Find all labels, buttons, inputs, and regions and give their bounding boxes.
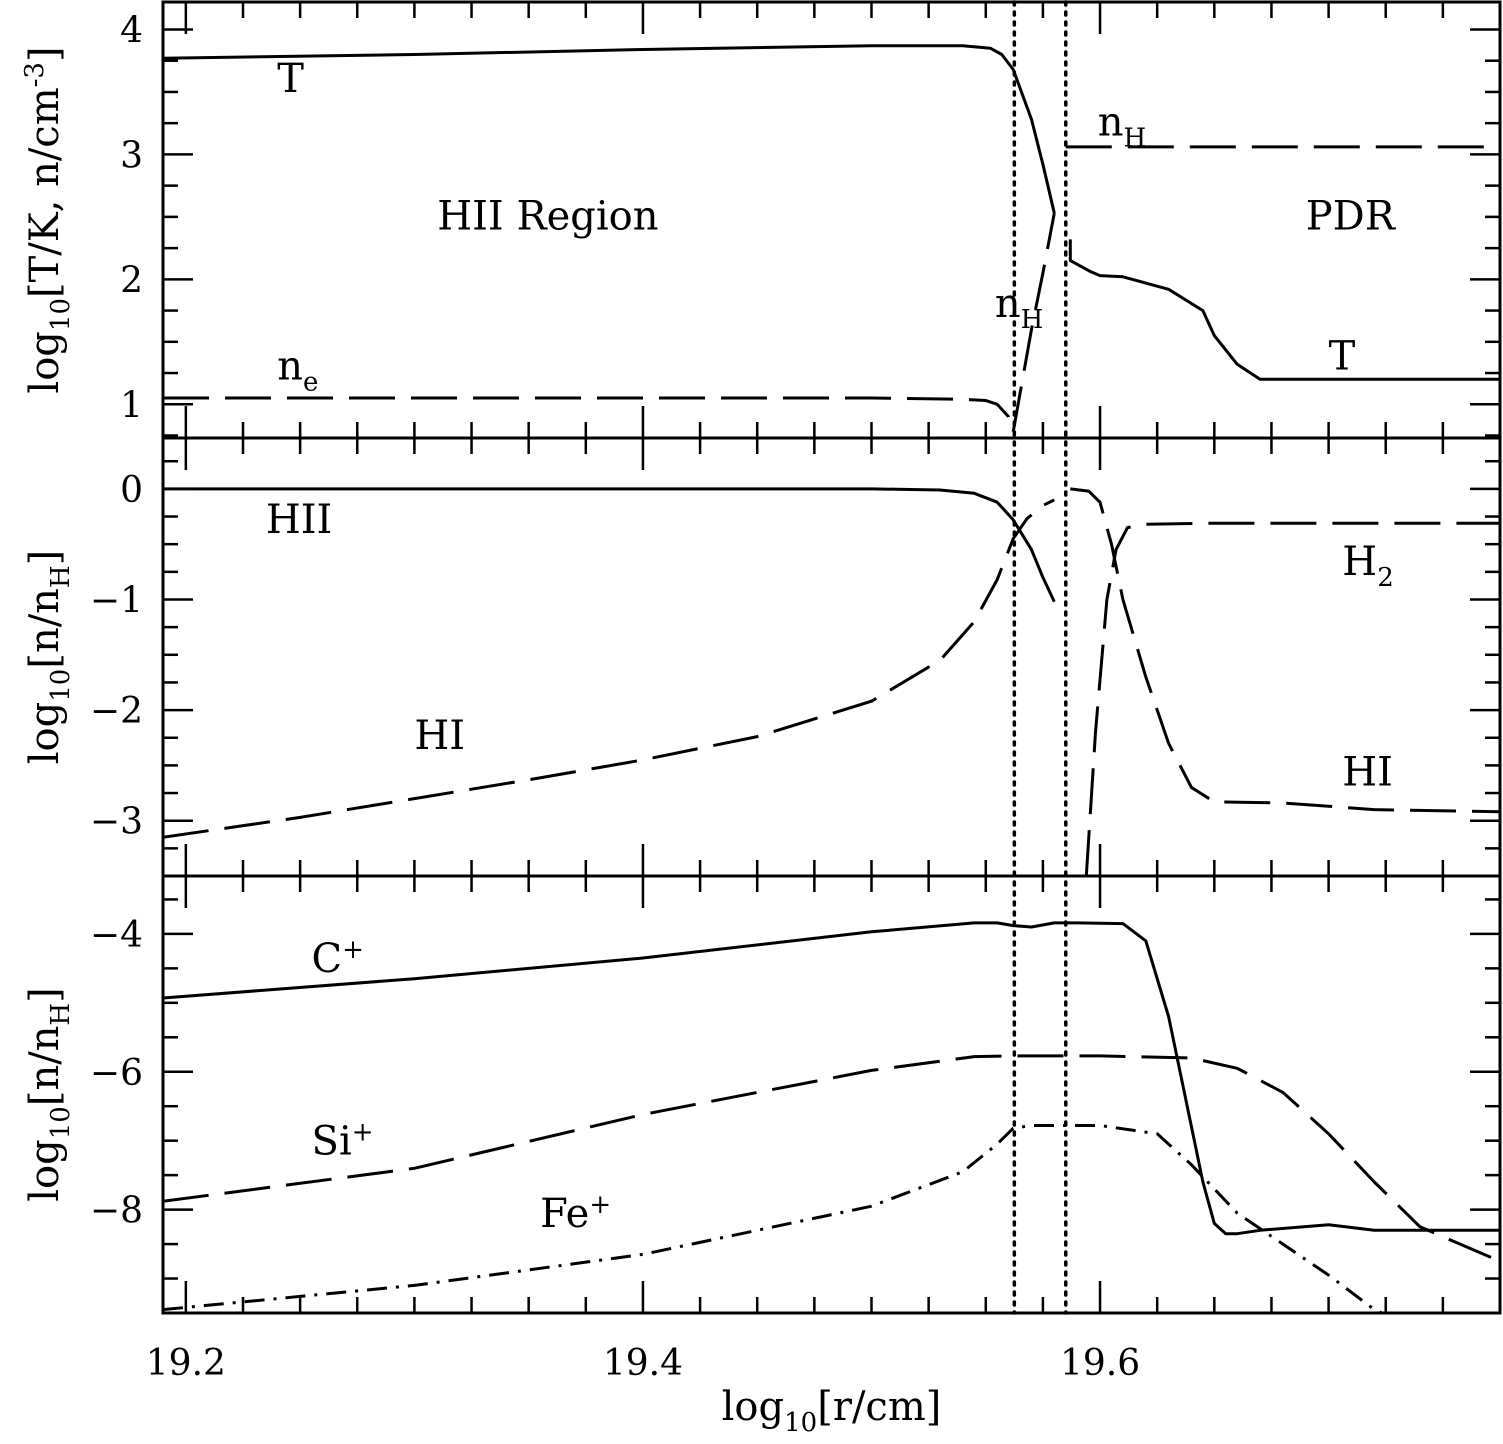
y-tick-label-top: 4: [120, 10, 143, 51]
series-Siplus: [163, 1054, 1500, 1263]
y-tick-label-bottom: −6: [90, 1053, 143, 1094]
annotation-label-Feplus: Fe+: [540, 1190, 611, 1237]
series-HI-pdr: [1070, 487, 1500, 814]
panel-frames: [161, 0, 1502, 1315]
series-ne: [163, 396, 1015, 433]
boundary-lines: [1012, 0, 1068, 1315]
series-HII: [163, 487, 1056, 603]
y-tick-label-middle: −3: [90, 802, 143, 843]
axis-ticks: [163, 2, 1502, 1313]
series-T-pdr: [1068, 239, 1500, 381]
panel-frame-bottom: [161, 874, 1502, 1315]
series-Cplus: [163, 921, 1500, 1236]
x-tick-label: 19.4: [603, 1343, 683, 1384]
y-tick-label-top: 2: [120, 260, 143, 301]
annotation-label-Cplus: C+: [312, 935, 364, 982]
annotation-region-pdr: PDR: [1306, 193, 1397, 239]
x-tick-label: 19.6: [1060, 1343, 1140, 1384]
y-tick-label-bottom: −4: [90, 915, 143, 956]
annotation-label-nH-mid: nH: [995, 281, 1043, 335]
annotation-label-HI-left: HI: [414, 713, 465, 759]
panel-frame-top: [161, 0, 1502, 440]
x-tick-label: 19.2: [146, 1343, 226, 1384]
annotation-label-ne: ne: [277, 343, 318, 397]
y-tick-label-top: 1: [120, 385, 143, 426]
y-axis-label-bottom: log10[n/nH]: [22, 987, 76, 1201]
annotation-label-T-left: T: [277, 56, 304, 102]
annotation-label-H2: H2: [1342, 539, 1393, 593]
y-tick-label-top: 3: [120, 135, 143, 176]
series-HI-hii: [163, 498, 1055, 839]
annotation-label-HI-right: HI: [1342, 749, 1393, 795]
annotation-label-T-right: T: [1329, 333, 1356, 379]
annotation-region-hii: HII Region: [437, 193, 658, 239]
y-axis-label-middle: log10[n/nH]: [22, 550, 76, 764]
series-H2: [1084, 521, 1500, 876]
annotation-label-HII: HII: [266, 497, 332, 543]
y-tick-label-bottom: −8: [90, 1191, 143, 1232]
y-tick-label-middle: 0: [120, 470, 143, 511]
annotation-label-nH-right: nH: [1098, 100, 1146, 154]
x-axis-label: log10[r/cm]: [722, 1384, 942, 1438]
y-axis-label-top: log10[T/K, n/cm-3]: [20, 46, 76, 393]
panel-frame-middle: [161, 436, 1502, 878]
annotation-label-Siplus: Si+: [312, 1117, 374, 1164]
y-tick-label-middle: −1: [90, 580, 143, 621]
series-T-hii: [163, 44, 1056, 214]
series-nH-rise: [1011, 212, 1056, 433]
y-tick-label-middle: −2: [90, 691, 143, 732]
